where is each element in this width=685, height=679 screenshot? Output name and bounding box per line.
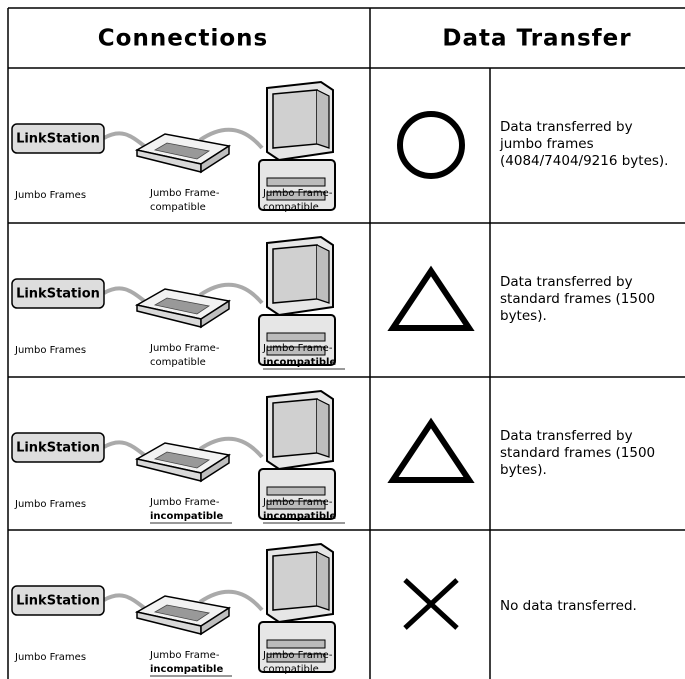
- description-line: (4084/7404/9216 bytes).: [500, 153, 668, 169]
- nas-label: Jumbo Frames: [14, 652, 86, 663]
- device-label: Jumbo Frame-: [262, 343, 333, 354]
- switch-icon: [136, 442, 230, 482]
- linkstation-box: [11, 432, 105, 463]
- nas-label: Jumbo Frames: [14, 499, 86, 510]
- connection-diagram: LinkStation Jumbo Frames Jumbo Frame-incom…: [11, 543, 637, 677]
- device-label: Jumbo Frame-: [262, 650, 333, 661]
- linkstation-box: [11, 123, 105, 154]
- description-line: bytes).: [500, 308, 547, 324]
- switch-icon: [136, 133, 230, 173]
- description-line: Data transferred by: [500, 428, 633, 444]
- description-line: bytes).: [500, 462, 547, 478]
- device-label: Jumbo Frame-: [149, 497, 220, 508]
- linkstation-label: LinkStation: [16, 287, 100, 302]
- linkstation-label: LinkStation: [16, 441, 100, 456]
- cable: [198, 589, 264, 612]
- circle-symbol: [397, 111, 465, 179]
- cable: [198, 436, 264, 459]
- cable: [198, 127, 264, 150]
- cross-symbol: [403, 578, 459, 630]
- description-line: Data transferred by: [500, 119, 633, 135]
- device-label: compatible: [150, 357, 206, 368]
- cable: [198, 282, 264, 305]
- linkstation-label: LinkStation: [16, 594, 100, 609]
- device-label: compatible: [263, 202, 319, 213]
- device-label: Jumbo Frame-: [149, 343, 220, 354]
- connection-diagram: LinkStation Jumbo Frames Jumbo Frame-compa…: [11, 236, 655, 370]
- triangle-symbol: [387, 417, 475, 483]
- description-line: standard frames (1500: [500, 291, 655, 307]
- connection-diagram: LinkStation Jumbo Frames Jumbo Frame-compa…: [11, 81, 668, 213]
- description-line: Data transferred by: [500, 274, 633, 290]
- linkstation-label: LinkStation: [16, 132, 100, 147]
- device-label: incompatible: [263, 357, 336, 368]
- nas-label: Jumbo Frames: [14, 345, 86, 356]
- header-connections: Connections: [98, 26, 268, 52]
- switch-icon: [136, 288, 230, 328]
- device-label: incompatible: [263, 511, 336, 522]
- description-line: No data transferred.: [500, 598, 637, 614]
- device-label: Jumbo Frame-: [262, 188, 333, 199]
- header-data-transfer: Data Transfer: [442, 26, 631, 52]
- switch-icon: [136, 595, 230, 635]
- device-label: Jumbo Frame-: [149, 188, 220, 199]
- device-label: Jumbo Frame-: [262, 497, 333, 508]
- triangle-symbol: [387, 265, 475, 331]
- device-label: Jumbo Frame-: [149, 650, 220, 661]
- device-label: incompatible: [150, 511, 223, 522]
- nas-label: Jumbo Frames: [14, 190, 86, 201]
- description-line: standard frames (1500: [500, 445, 655, 461]
- linkstation-box: [11, 585, 105, 616]
- device-label: compatible: [263, 664, 319, 675]
- connection-diagram: LinkStation Jumbo Frames Jumbo Frame-incom…: [11, 390, 655, 524]
- linkstation-box: [11, 278, 105, 309]
- description-line: jumbo frames: [499, 136, 594, 152]
- device-label: compatible: [150, 202, 206, 213]
- device-label: incompatible: [150, 664, 223, 675]
